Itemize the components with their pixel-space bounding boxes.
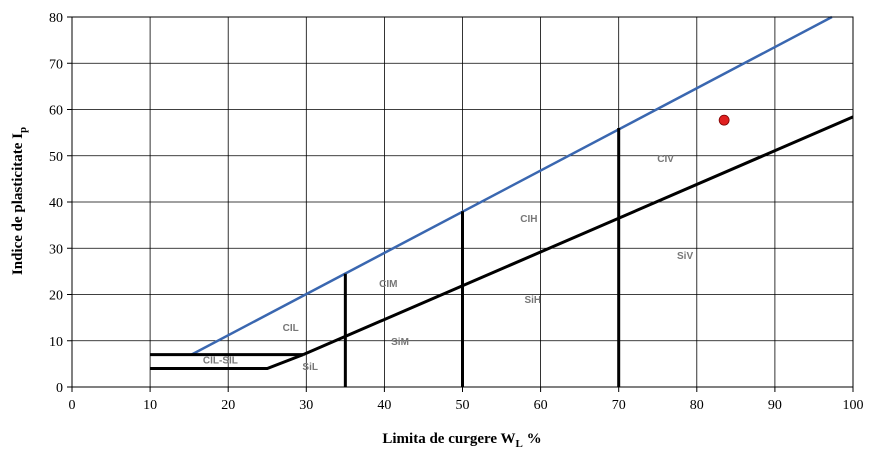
zone-label-cil: CIL <box>283 323 299 334</box>
x-tick-label: 10 <box>143 398 157 413</box>
y-tick-label: 30 <box>49 242 63 257</box>
y-tick-label: 60 <box>49 104 63 119</box>
x-tick-label: 0 <box>69 398 76 413</box>
data-point <box>718 114 730 126</box>
series-lines <box>150 15 854 387</box>
zone-label-cil-sil: CIL-SIL <box>203 355 238 366</box>
x-tick-label: 60 <box>534 398 548 413</box>
x-tick-label: 70 <box>612 398 626 413</box>
y-tick-label: 50 <box>49 150 63 165</box>
x-tick-label: 40 <box>377 398 391 413</box>
series-line-low-4 <box>150 353 304 370</box>
x-axis-title: Limita de curgere WL % <box>382 431 541 450</box>
y-tick-label: 40 <box>49 196 63 211</box>
y-tick-label: 0 <box>56 381 63 396</box>
y-tick-label: 70 <box>49 57 63 72</box>
y-tick-label: 80 <box>49 11 63 26</box>
data-points <box>718 114 730 126</box>
zone-label-sih: SiH <box>524 295 541 306</box>
x-tick-label: 30 <box>299 398 313 413</box>
series-line-u-line <box>190 15 833 356</box>
zone-label-cih: CIH <box>520 214 537 225</box>
x-tick-label: 80 <box>690 398 704 413</box>
y-tick-label: 20 <box>49 289 63 304</box>
x-tick-label: 20 <box>221 398 235 413</box>
zone-labels: CIL CIL-SIL SiL CIM SiM CIH SiH CIV SiV <box>203 154 694 373</box>
y-tick-labels: 0 10 20 30 40 50 60 70 80 <box>49 11 72 396</box>
x-tick-label: 90 <box>768 398 782 413</box>
zone-label-civ: CIV <box>657 154 674 165</box>
y-tick-label: 10 <box>49 335 63 350</box>
x-tick-label: 50 <box>456 398 470 413</box>
series-line-a-line <box>302 115 854 357</box>
zone-label-cim: CIM <box>379 279 397 290</box>
zone-label-siv: SiV <box>677 251 693 262</box>
x-tick-label: 100 <box>843 398 864 413</box>
zone-label-sil: SiL <box>302 362 318 373</box>
x-tick-labels: 0 10 20 30 40 50 60 70 80 90 100 <box>69 387 864 413</box>
zone-label-sim: SiM <box>391 337 409 348</box>
y-axis-title: Indice de plasticitate Ip <box>10 127 29 275</box>
